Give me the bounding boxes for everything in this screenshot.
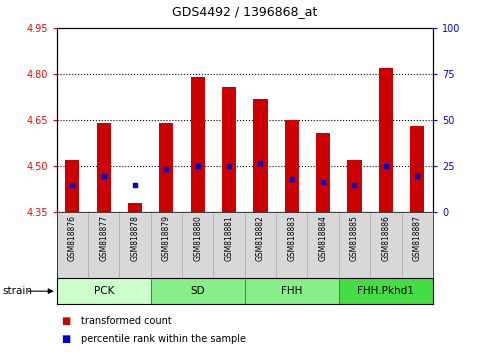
Text: PCK: PCK (94, 286, 114, 296)
Text: GSM818884: GSM818884 (318, 215, 328, 261)
Bar (128, 203, 142, 212)
Bar (348, 160, 361, 212)
Text: GSM818877: GSM818877 (99, 215, 108, 261)
Bar (191, 78, 205, 212)
Text: GDS4492 / 1396868_at: GDS4492 / 1396868_at (172, 5, 317, 18)
Bar (410, 126, 424, 212)
Text: GSM818879: GSM818879 (162, 215, 171, 261)
Text: ■: ■ (62, 316, 71, 326)
Text: GSM818883: GSM818883 (287, 215, 296, 261)
Bar (65, 160, 79, 212)
Text: GSM818881: GSM818881 (225, 215, 234, 261)
Text: SD: SD (190, 286, 205, 296)
Text: ■: ■ (62, 333, 71, 344)
Text: GSM818885: GSM818885 (350, 215, 359, 261)
Bar (159, 124, 174, 212)
Text: GSM818887: GSM818887 (413, 215, 422, 261)
Text: strain: strain (2, 286, 33, 296)
Bar (285, 120, 299, 212)
Bar (316, 133, 330, 212)
Text: GSM818882: GSM818882 (256, 215, 265, 261)
Text: FHH.Pkhd1: FHH.Pkhd1 (357, 286, 414, 296)
Bar (151, 278, 245, 304)
Text: GSM818876: GSM818876 (68, 215, 77, 261)
Bar (57, 278, 151, 304)
Text: transformed count: transformed count (81, 316, 172, 326)
Bar (253, 99, 268, 212)
Text: GSM818878: GSM818878 (131, 215, 140, 261)
Bar (379, 68, 393, 212)
Bar (245, 278, 339, 304)
Bar (339, 278, 433, 304)
Text: FHH: FHH (281, 286, 303, 296)
Text: GSM818886: GSM818886 (381, 215, 390, 261)
Text: percentile rank within the sample: percentile rank within the sample (81, 333, 246, 344)
Bar (222, 87, 236, 212)
Bar (97, 124, 111, 212)
Text: GSM818880: GSM818880 (193, 215, 202, 261)
